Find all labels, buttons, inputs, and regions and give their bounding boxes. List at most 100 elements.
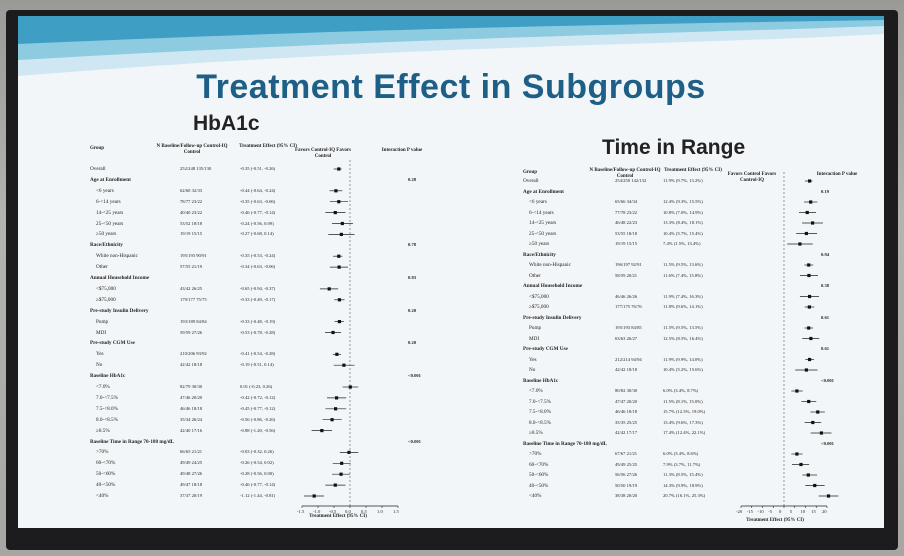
subgroup-label: Annual Household Income (90, 275, 150, 281)
interaction-p-value: <0.001 (821, 377, 834, 383)
interaction-p-value: 0.20 (408, 307, 417, 313)
sample-size: 196/197 92/91 (615, 262, 642, 267)
interaction-p-value: 0.28 (408, 176, 417, 182)
sample-size: 37/37 20/19 (180, 493, 203, 498)
subgroup-label: ≥50 years (96, 231, 117, 238)
sample-size: 179/177 75/75 (180, 296, 207, 302)
treatment-effect: 6.0% (3.4%, 8.6%) (663, 451, 699, 456)
treatment-effect: -0.56 (-0.86, -0.26) (240, 416, 276, 422)
point-estimate (340, 461, 344, 465)
subgroup-label: <$75,000 (529, 293, 549, 300)
sample-size: 49/48 27/26 (180, 471, 203, 477)
point-estimate (337, 265, 341, 269)
point-estimate (804, 368, 808, 372)
subgroup-label: No (529, 367, 536, 373)
subgroup-label: 60-<70% (529, 461, 549, 468)
treatment-effect: 11.3% (8.5%, 15.4%) (663, 472, 703, 477)
subgroup-label: Other (96, 264, 108, 271)
point-estimate (816, 410, 820, 414)
sample-size: 58/59 20/21 (615, 272, 638, 278)
point-estimate (806, 473, 810, 477)
treatment-effect: 11.6% (7.4%, 15.8%) (663, 272, 703, 278)
interaction-header: Interaction P value (381, 148, 423, 153)
point-estimate (334, 189, 338, 193)
treatment-effect: 11.9% (7.4%, 16.3%) (663, 293, 703, 299)
point-estimate (811, 420, 815, 425)
sample-size: 38/38 20/20 (615, 493, 638, 498)
x-tick-label: -1.5 (297, 509, 305, 514)
sample-size: 47/47 20/20 (615, 398, 638, 404)
subgroup-label: Overall (523, 178, 539, 184)
point-estimate (337, 254, 341, 258)
subgroup-label: 14-<25 years (529, 220, 557, 226)
sample-size: 212/214 94/94 (615, 356, 642, 362)
x-tick-label: -0.5 (329, 509, 337, 514)
treatment-effect: -0.33 (-0.48, -0.19) (240, 318, 276, 324)
point-estimate (813, 483, 817, 488)
sample-size: 252/248 135/130 (180, 166, 212, 171)
subgroup-label: 8.0-<8.5% (96, 416, 118, 423)
point-estimate (807, 294, 812, 299)
point-estimate (798, 242, 802, 246)
treatment-effect: 11.9% (9.9%, 14.0%) (663, 356, 703, 362)
subgroup-label: No (96, 362, 103, 369)
subgroup-label: Overall (90, 166, 106, 172)
treatment-effect: 11.9% (9.7%, 13.2%) (663, 178, 703, 183)
treatment-effect: -0.88 (-1.20, -0.56) (240, 427, 276, 433)
point-estimate (334, 396, 339, 400)
subgroup-label: Baseline Time in Range 70-180 mg/dL (523, 440, 608, 447)
treatment-effect: -0.42 (-0.72, -0.12) (240, 394, 276, 400)
point-estimate (342, 363, 346, 367)
point-estimate (348, 385, 352, 389)
subgroup-label: Other (529, 272, 541, 279)
point-estimate (339, 472, 343, 476)
point-estimate (807, 305, 811, 309)
x-tick-label: -15 (746, 509, 753, 514)
subgroup-label: 6-<14 years (529, 209, 554, 216)
subgroup-label: 25-<50 years (96, 220, 124, 227)
treatment-effect: -0.24 (-0.56, 0.09) (240, 220, 274, 226)
subgroup-label: 40-<50% (529, 482, 549, 489)
n-header: N Baseline/Follow-up Control-IQ Control (589, 168, 661, 179)
sample-size: 57/55 21/19 (180, 264, 203, 270)
interaction-p-value: <0.001 (408, 373, 421, 379)
point-estimate (826, 494, 831, 498)
interaction-p-value: 0.19 (821, 188, 830, 194)
favors-header: Favors Control-IQ Favors Control (294, 148, 351, 159)
hba1c-axis-label: Treatment Effect (95% CI) (309, 514, 367, 519)
sample-size: 50/50 19/19 (615, 482, 638, 488)
treatment-effect: 7.4% (1.5%, 13.4%) (663, 241, 701, 246)
point-estimate (810, 221, 815, 225)
sample-size: 195/193 90/91 (180, 253, 207, 259)
x-tick-label: 15 (811, 509, 816, 514)
treatment-effect: 12.4% (9.3%, 15.5%) (663, 199, 703, 204)
subgroup-label: ≥8.5% (96, 427, 110, 434)
sample-size: 78/77 23/22 (180, 198, 203, 204)
subgroup-label: Pre-study CGM Use (523, 346, 568, 352)
point-estimate (805, 210, 809, 215)
sample-size: 210/206 93/92 (180, 351, 207, 357)
sample-size: 46/46 26/26 (615, 293, 638, 299)
interaction-p-value: <0.001 (821, 440, 834, 446)
hba1c-panel-title: HbA1c (193, 112, 260, 135)
sample-size: 65/66 34/34 (615, 199, 638, 204)
header-swoosh (18, 16, 884, 76)
point-estimate (337, 298, 342, 302)
treatment-effect: 10.8% (7.0%, 14.9%) (663, 209, 703, 215)
subgroup-label: Yes (529, 356, 537, 363)
sample-size: 49/47 18/18 (180, 482, 203, 488)
sample-size: 46/46 18/18 (180, 405, 203, 411)
subgroup-label: 25-<50 years (529, 230, 557, 237)
point-estimate (330, 418, 334, 422)
effect-header: Treatment Effect (95% CI) (664, 168, 722, 173)
favors-header: Favors Control Favors Control-IQ (727, 172, 777, 183)
sample-size: 42/42 17/17 (615, 430, 638, 435)
sample-size: 19/19 15/15 (180, 231, 203, 237)
sample-size: 77/78 23/22 (615, 209, 638, 215)
sample-size: 254/250 142/132 (615, 178, 647, 183)
treatment-effect: -0.65 (-0.94, -0.37) (240, 285, 276, 291)
subgroup-label: >70% (529, 451, 542, 457)
subgroup-label: 7.5-<8.0% (529, 409, 551, 415)
point-estimate (807, 399, 811, 404)
subgroup-label: Pump (96, 318, 109, 325)
